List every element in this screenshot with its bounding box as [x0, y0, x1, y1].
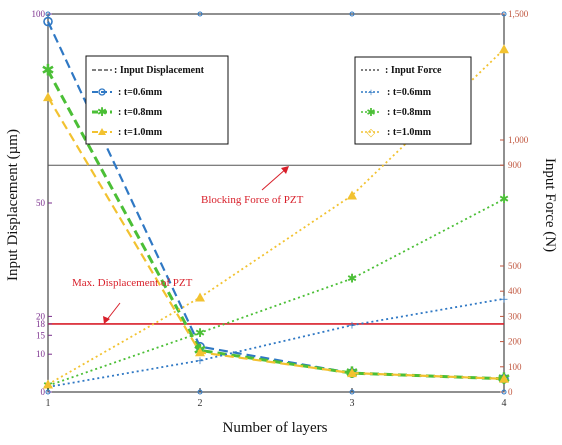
legend-force-title: : Input Force [385, 65, 442, 76]
left-tick-label: 50 [36, 198, 46, 208]
left-tick-label: 100 [32, 9, 46, 19]
data-point-displacement-10 [43, 92, 53, 102]
series-line-displacement-t10mm [47, 96, 505, 380]
x-axis-marker [197, 389, 203, 395]
right-tick-label: 200 [508, 337, 522, 347]
top-axis-marker [349, 11, 355, 17]
legend-force: : Input Force + : t=0.6mm ✱ : t=0.8mm ◇ … [354, 56, 472, 145]
data-point-force-06: + [348, 318, 356, 334]
annotation-max-displacement-arrow [105, 302, 121, 322]
data-point-displacement-10 [347, 368, 357, 378]
legend-displacement-06-label: : t=0.6mm [118, 87, 163, 98]
legend-displacement-box [85, 55, 229, 145]
legend-force-08-label: : t=0.8mm [387, 107, 432, 118]
legend-displacement-10-marker [98, 128, 106, 135]
right-tick-label: 1,500 [508, 9, 529, 19]
legend-displacement-08-label: : t=0.8mm [118, 107, 163, 118]
y-axis-label-right: Input Force (N) [542, 158, 558, 252]
data-point-displacement-10 [499, 373, 509, 383]
legend-force-06-label: : t=0.6mm [387, 87, 432, 98]
right-tick-label: 300 [508, 311, 522, 321]
left-tick-label: 18 [36, 319, 46, 329]
data-point-force-08: ✱ [499, 192, 509, 206]
series-line-force-t06mm [47, 297, 505, 388]
annotation-max-displacement-arrowhead [103, 316, 110, 324]
legend-displacement-08-marker: ✱ [97, 105, 107, 119]
annotation-blocking-force-arrow [261, 167, 288, 191]
data-point-force-10 [195, 292, 205, 302]
right-tick-label: 400 [508, 286, 522, 296]
data-point-force-06: + [500, 292, 508, 308]
legend-displacement-06-marker [98, 88, 106, 96]
left-tick-label: 15 [36, 330, 46, 340]
annotation-blocking-force: Blocking Force of PZT [201, 194, 304, 206]
plot-area: ✱✱✱✱++++✱✱✱✱ [41, 13, 511, 396]
data-point-force-10 [499, 44, 509, 54]
data-point-force-10 [43, 379, 53, 389]
right-tick-label: 500 [508, 261, 522, 271]
right-tick-label: 100 [508, 362, 522, 372]
x-axis-label: Number of layers [223, 420, 328, 436]
legend-displacement: : Input Displacement : t=0.6mm ✱ : t=0.8… [85, 55, 229, 145]
data-point-force-10 [347, 190, 357, 200]
left-tick-label: 20 [36, 311, 46, 321]
x-tick-label: 2 [198, 398, 203, 409]
data-point-force-06: + [196, 354, 204, 370]
legend-force-08-marker: ✱ [366, 107, 375, 119]
top-axis-marker [45, 11, 51, 17]
legend-force-10-marker: ◇ [367, 127, 376, 139]
annotation-max-displacement: Max. Displacement of PZT [72, 277, 193, 289]
legend-force-box [354, 56, 472, 145]
left-tick-label: 0 [41, 387, 46, 397]
data-point-displacement-10 [195, 347, 205, 357]
annotation-blocking-force-arrowhead [281, 166, 289, 174]
legend-displacement-title: : Input Displacement [114, 65, 205, 76]
legend-force-06-marker: + [368, 85, 375, 99]
data-point-displacement-08: ✱ [41, 63, 54, 80]
x-axis-marker [501, 389, 507, 395]
legend-displacement-10-label: : t=1.0mm [118, 127, 163, 138]
top-axis-marker [197, 11, 203, 17]
x-axis-marker [45, 389, 51, 395]
left-tick-label: 10 [36, 349, 46, 359]
x-tick-label: 1 [46, 398, 51, 409]
data-point-force-08: ✱ [195, 326, 205, 340]
right-tick-label: 900 [508, 160, 522, 170]
x-tick-label: 3 [350, 398, 355, 409]
right-tick-label: 0 [508, 387, 513, 397]
top-axis-marker [501, 11, 507, 17]
x-tick-label: 4 [502, 398, 507, 409]
series-line-force-t10mm [47, 48, 505, 386]
x-axis-marker [349, 389, 355, 395]
series-line-force-t08mm [47, 198, 505, 387]
right-tick-label: 1,000 [508, 135, 529, 145]
data-point-force-08: ✱ [347, 272, 357, 286]
data-point-displacement-06 [43, 16, 53, 27]
legend-force-10-label: : t=1.0mm [387, 127, 432, 138]
y-axis-label-left: Input Displacement (µm) [5, 129, 21, 281]
